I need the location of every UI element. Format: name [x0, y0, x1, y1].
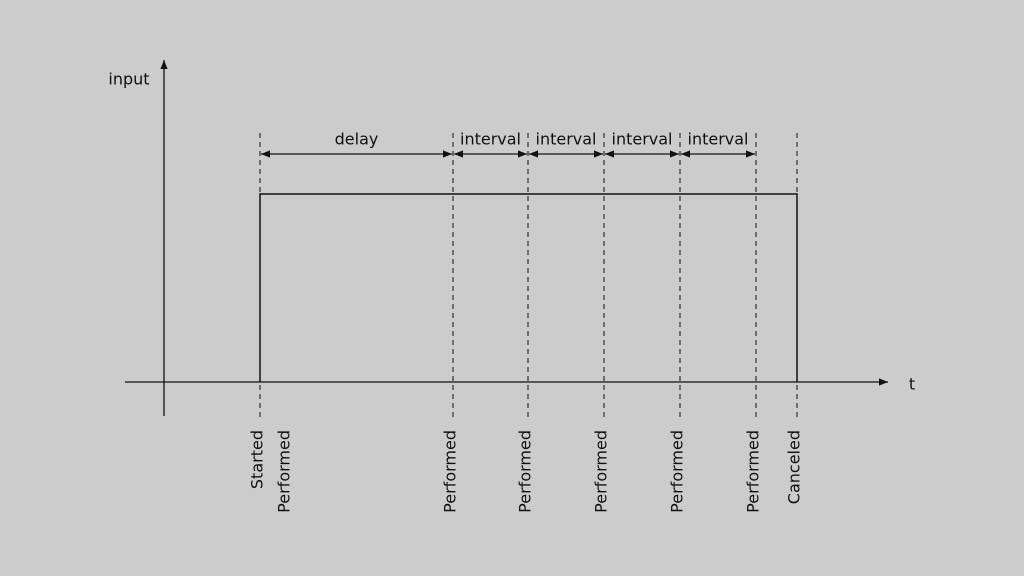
event-label: Performed: [592, 430, 611, 513]
x-axis-label: t: [909, 375, 915, 394]
span-label: interval: [688, 130, 749, 149]
span-label: interval: [612, 130, 673, 149]
span-label: interval: [536, 130, 597, 149]
span-label: interval: [460, 130, 521, 149]
event-label: Performed: [275, 430, 294, 513]
event-label: Performed: [516, 430, 535, 513]
span-label: delay: [335, 130, 379, 149]
event-label: Performed: [744, 430, 763, 513]
event-label: Performed: [668, 430, 687, 513]
y-axis-label: input: [108, 70, 149, 89]
event-label: Performed: [441, 430, 460, 513]
event-label: Started: [248, 430, 267, 489]
event-label: Canceled: [785, 430, 804, 504]
